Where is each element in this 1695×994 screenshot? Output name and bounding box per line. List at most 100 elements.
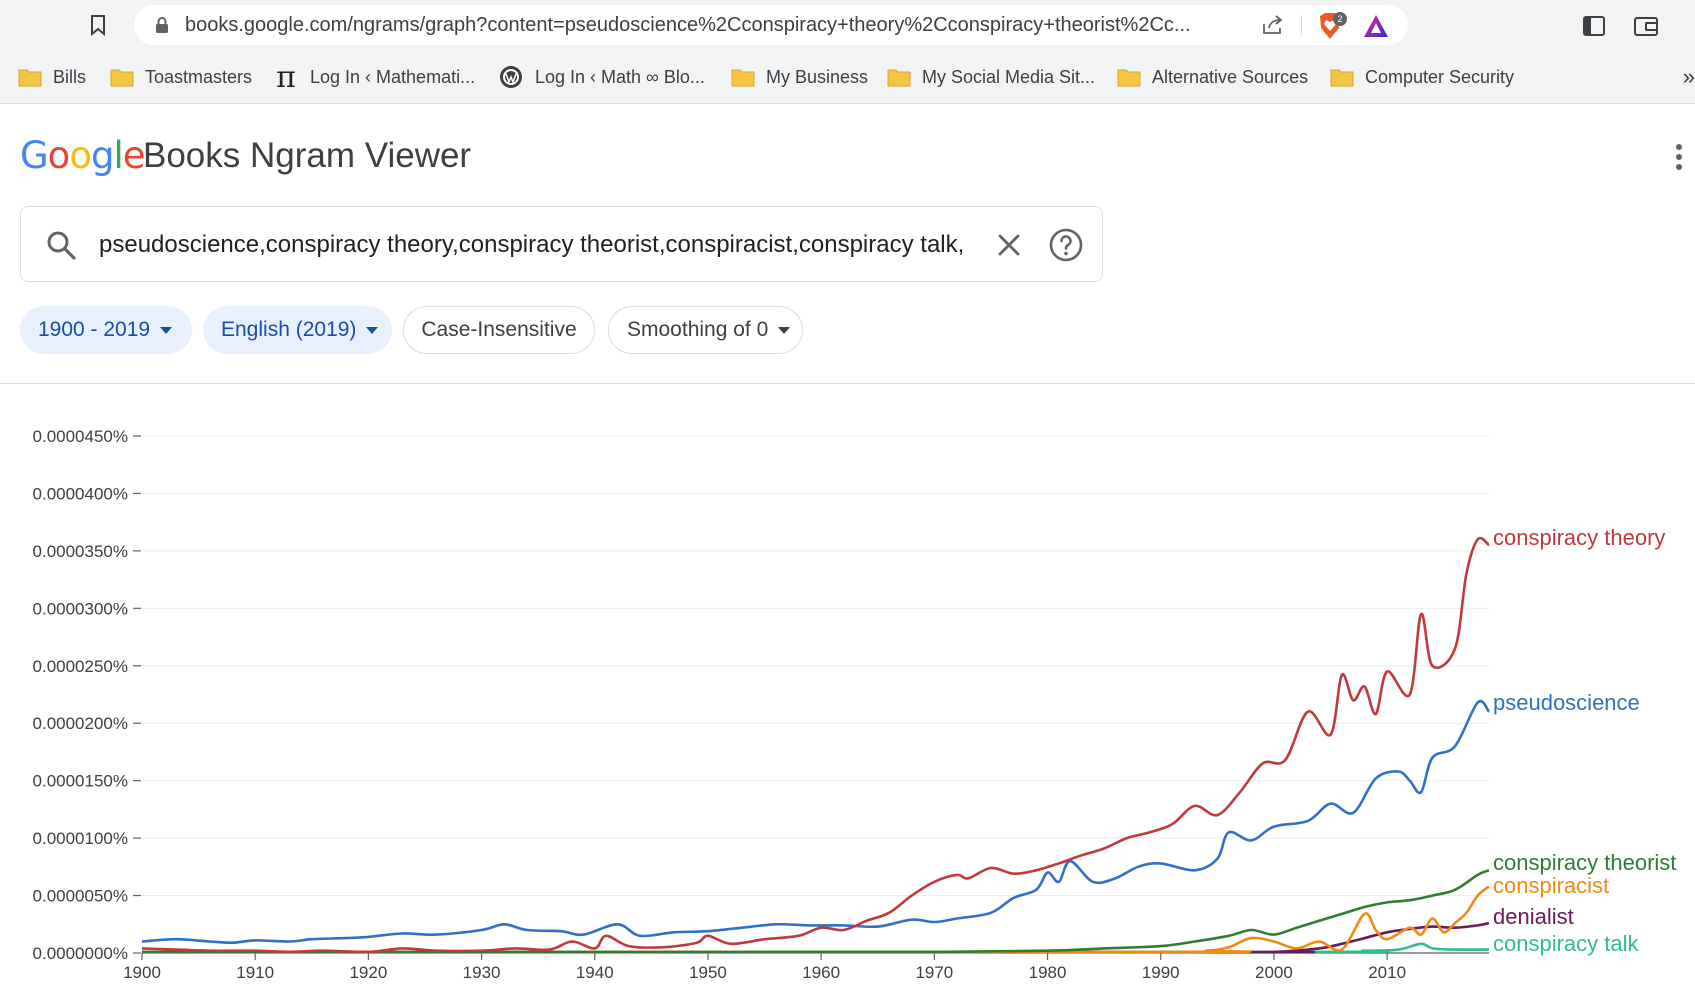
chart-series	[141, 536, 1491, 954]
brave-rewards-icon[interactable]	[1362, 13, 1390, 39]
x-tick-label: 1980	[1029, 963, 1067, 982]
wordpress-icon	[500, 66, 522, 88]
y-tick-label: 0.0000150%	[33, 772, 128, 791]
bookmark-computer-security[interactable]: Computer Security	[1330, 63, 1514, 91]
x-tick-label: 2000	[1255, 963, 1293, 982]
brave-shield-icon[interactable]: 2	[1315, 11, 1349, 41]
logo-letter: g	[90, 134, 114, 177]
y-tick-label: 0.0000200%	[33, 714, 128, 733]
corpus-label: English (2019)	[221, 318, 357, 341]
folder-icon	[887, 69, 911, 87]
pi-icon: π	[276, 59, 296, 95]
bookmark-page-icon[interactable]	[86, 13, 110, 37]
y-tick-label: 0.0000450%	[33, 427, 128, 446]
y-tick-label: 0.0000000%	[33, 944, 128, 963]
brave-badge-count: 2	[1337, 14, 1342, 24]
url-text[interactable]: books.google.com/ngrams/graph?content=ps…	[185, 14, 1191, 36]
series-line-conspiracy-theorist	[142, 869, 1490, 954]
series-line-conspiracist	[141, 885, 1490, 954]
search-box	[20, 206, 1103, 282]
y-tick-label: 0.0000350%	[33, 542, 128, 561]
logo-letter: G	[20, 134, 49, 177]
folder-icon	[18, 69, 42, 87]
series-label-conspiracy-theorist: conspiracy theorist	[1493, 850, 1676, 875]
bookmark-label: Alternative Sources	[1152, 66, 1309, 87]
more-options-icon[interactable]	[1675, 142, 1683, 172]
search-input[interactable]	[99, 227, 984, 263]
lock-icon[interactable]	[154, 16, 170, 34]
bookmark-label: Toastmasters	[145, 66, 253, 87]
x-tick-label: 1990	[1142, 963, 1180, 982]
wallet-icon[interactable]	[1633, 15, 1659, 37]
bookmark-my-business[interactable]: My Business	[731, 63, 868, 91]
bookmark-label: Log In ‹ Mathemati...	[310, 66, 476, 87]
corpus-dropdown[interactable]: English (2019)	[203, 306, 392, 354]
bookmark-social-media[interactable]: My Social Media Sit...	[887, 63, 1095, 91]
case-insensitive-toggle[interactable]: Case-Insensitive	[403, 306, 595, 354]
google-logo[interactable]: Google	[20, 134, 145, 177]
help-icon[interactable]	[1048, 227, 1084, 263]
bookmark-toastmasters[interactable]: Toastmasters	[110, 63, 252, 91]
bookmark-bills[interactable]: Bills	[18, 63, 86, 91]
folder-icon	[1330, 69, 1354, 87]
bookmark-label: My Social Media Sit...	[922, 66, 1096, 87]
logo-letter: l	[113, 134, 123, 177]
address-bar[interactable]: books.google.com/ngrams/graph?content=ps…	[134, 5, 1408, 45]
sidebar-toggle-icon[interactable]	[1582, 15, 1606, 37]
x-tick-label: 1950	[689, 963, 727, 982]
browser-toolbar: books.google.com/ngrams/graph?content=ps…	[0, 0, 1695, 50]
folder-icon	[731, 69, 755, 87]
smoothing-label: Smoothing of 0	[627, 318, 769, 341]
bookmark-mathematics-login[interactable]: π Log In ‹ Mathemati...	[273, 59, 476, 95]
y-tick-label: 0.0000250%	[33, 657, 128, 676]
series-label-denialist: denialist	[1493, 904, 1574, 929]
logo-letter: o	[69, 134, 92, 177]
clear-icon[interactable]	[993, 229, 1025, 261]
search-icon[interactable]	[44, 228, 78, 262]
y-axis: 0.0000000% 0.0000050% 0.0000100% 0.0000150%…	[33, 427, 141, 963]
logo-letter: o	[47, 134, 71, 177]
year-range-dropdown[interactable]: 1900 - 2019	[20, 306, 192, 354]
folder-icon	[1117, 69, 1141, 87]
x-tick-label: 1920	[349, 963, 387, 982]
bookmark-math-blog-login[interactable]: Log In ‹ Math ∞ Blo...	[498, 63, 705, 91]
folder-icon	[110, 69, 134, 87]
series-label-conspiracy-theory: conspiracy theory	[1493, 525, 1665, 550]
chevron-down-icon	[366, 326, 379, 334]
bookmark-label: Log In ‹ Math ∞ Blo...	[535, 66, 705, 87]
smoothing-dropdown[interactable]: Smoothing of 0	[608, 306, 803, 354]
year-range-label: 1900 - 2019	[38, 318, 151, 341]
y-tick-label: 0.0000050%	[33, 887, 128, 906]
y-tick-label: 0.0000100%	[33, 829, 128, 848]
page-title: Books Ngram Viewer	[143, 136, 472, 175]
chevron-down-icon	[160, 326, 173, 334]
bookmark-label: Bills	[53, 66, 87, 87]
share-icon[interactable]	[1261, 14, 1285, 36]
bookmark-label: Computer Security	[1365, 66, 1515, 87]
series-label-pseudoscience: pseudoscience	[1493, 690, 1640, 715]
y-tick-label: 0.0000300%	[33, 599, 128, 618]
x-axis: 1900 1910 1920 1930 1940 1950 1960 1970 1980 1990…	[123, 952, 1489, 982]
x-tick-label: 1900	[123, 963, 161, 982]
series-label-conspiracist: conspiracist	[1493, 873, 1609, 898]
bookmarks-overflow-button[interactable]: »	[1682, 64, 1695, 89]
bookmark-label: My Business	[766, 66, 869, 87]
logo-letter: e	[122, 134, 146, 177]
series-label-conspiracy-talk: conspiracy talk	[1493, 931, 1640, 956]
toolbar-divider	[1301, 15, 1302, 35]
ngram-chart: 0.0000000% 0.0000050% 0.0000100% 0.0000150%…	[33, 427, 1677, 982]
bookmarks-bar: Bills Toastmasters π Log In ‹ Mathemati.…	[0, 50, 1695, 104]
section-divider	[0, 383, 1695, 384]
series-labels: conspiracy theory pseudoscience conspiracy…	[1493, 525, 1676, 956]
chevron-down-icon	[778, 326, 791, 334]
x-tick-label: 1940	[576, 963, 614, 982]
x-tick-label: 1970	[915, 963, 953, 982]
x-tick-label: 1910	[236, 963, 274, 982]
chart-gridlines	[142, 435, 1489, 897]
series-line-conspiracy-theory	[141, 536, 1490, 954]
series-line-pseudoscience	[141, 699, 1491, 945]
x-tick-label: 1960	[802, 963, 840, 982]
y-tick-label: 0.0000400%	[33, 484, 128, 503]
bookmark-alternative-sources[interactable]: Alternative Sources	[1117, 63, 1308, 91]
x-tick-label: 1930	[463, 963, 501, 982]
